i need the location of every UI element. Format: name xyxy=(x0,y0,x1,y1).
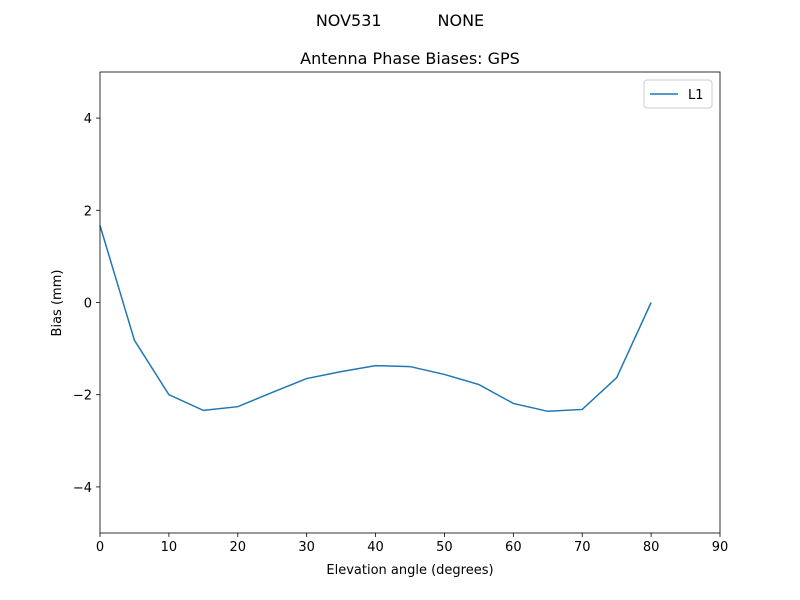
y-tick-label: −2 xyxy=(73,389,92,404)
x-axis-label: Elevation angle (degrees) xyxy=(326,563,493,578)
y-axis-label: Bias (mm) xyxy=(50,270,65,337)
y-tick-label: 4 xyxy=(84,112,92,127)
x-tick-label: 80 xyxy=(643,540,660,555)
y-tick-label: 0 xyxy=(84,297,92,312)
x-tick-label: 0 xyxy=(96,540,104,555)
y-tick-label: 2 xyxy=(84,204,92,219)
y-tick-label: −4 xyxy=(73,481,92,496)
plot-frame xyxy=(99,71,721,534)
x-tick-label: 70 xyxy=(574,540,591,555)
x-tick-label: 50 xyxy=(436,540,453,555)
x-tick-label: 40 xyxy=(367,540,384,555)
legend-label: L1 xyxy=(688,88,704,103)
x-tick-label: 90 xyxy=(712,540,729,555)
x-tick-label: 30 xyxy=(298,540,315,555)
chart-title: Antenna Phase Biases: GPS xyxy=(300,49,520,68)
suptitle: NOV531 NONE xyxy=(316,11,484,30)
x-tick-label: 20 xyxy=(230,540,247,555)
line-series xyxy=(99,225,652,413)
x-tick-label: 10 xyxy=(161,540,178,555)
x-tick-label: 60 xyxy=(505,540,522,555)
